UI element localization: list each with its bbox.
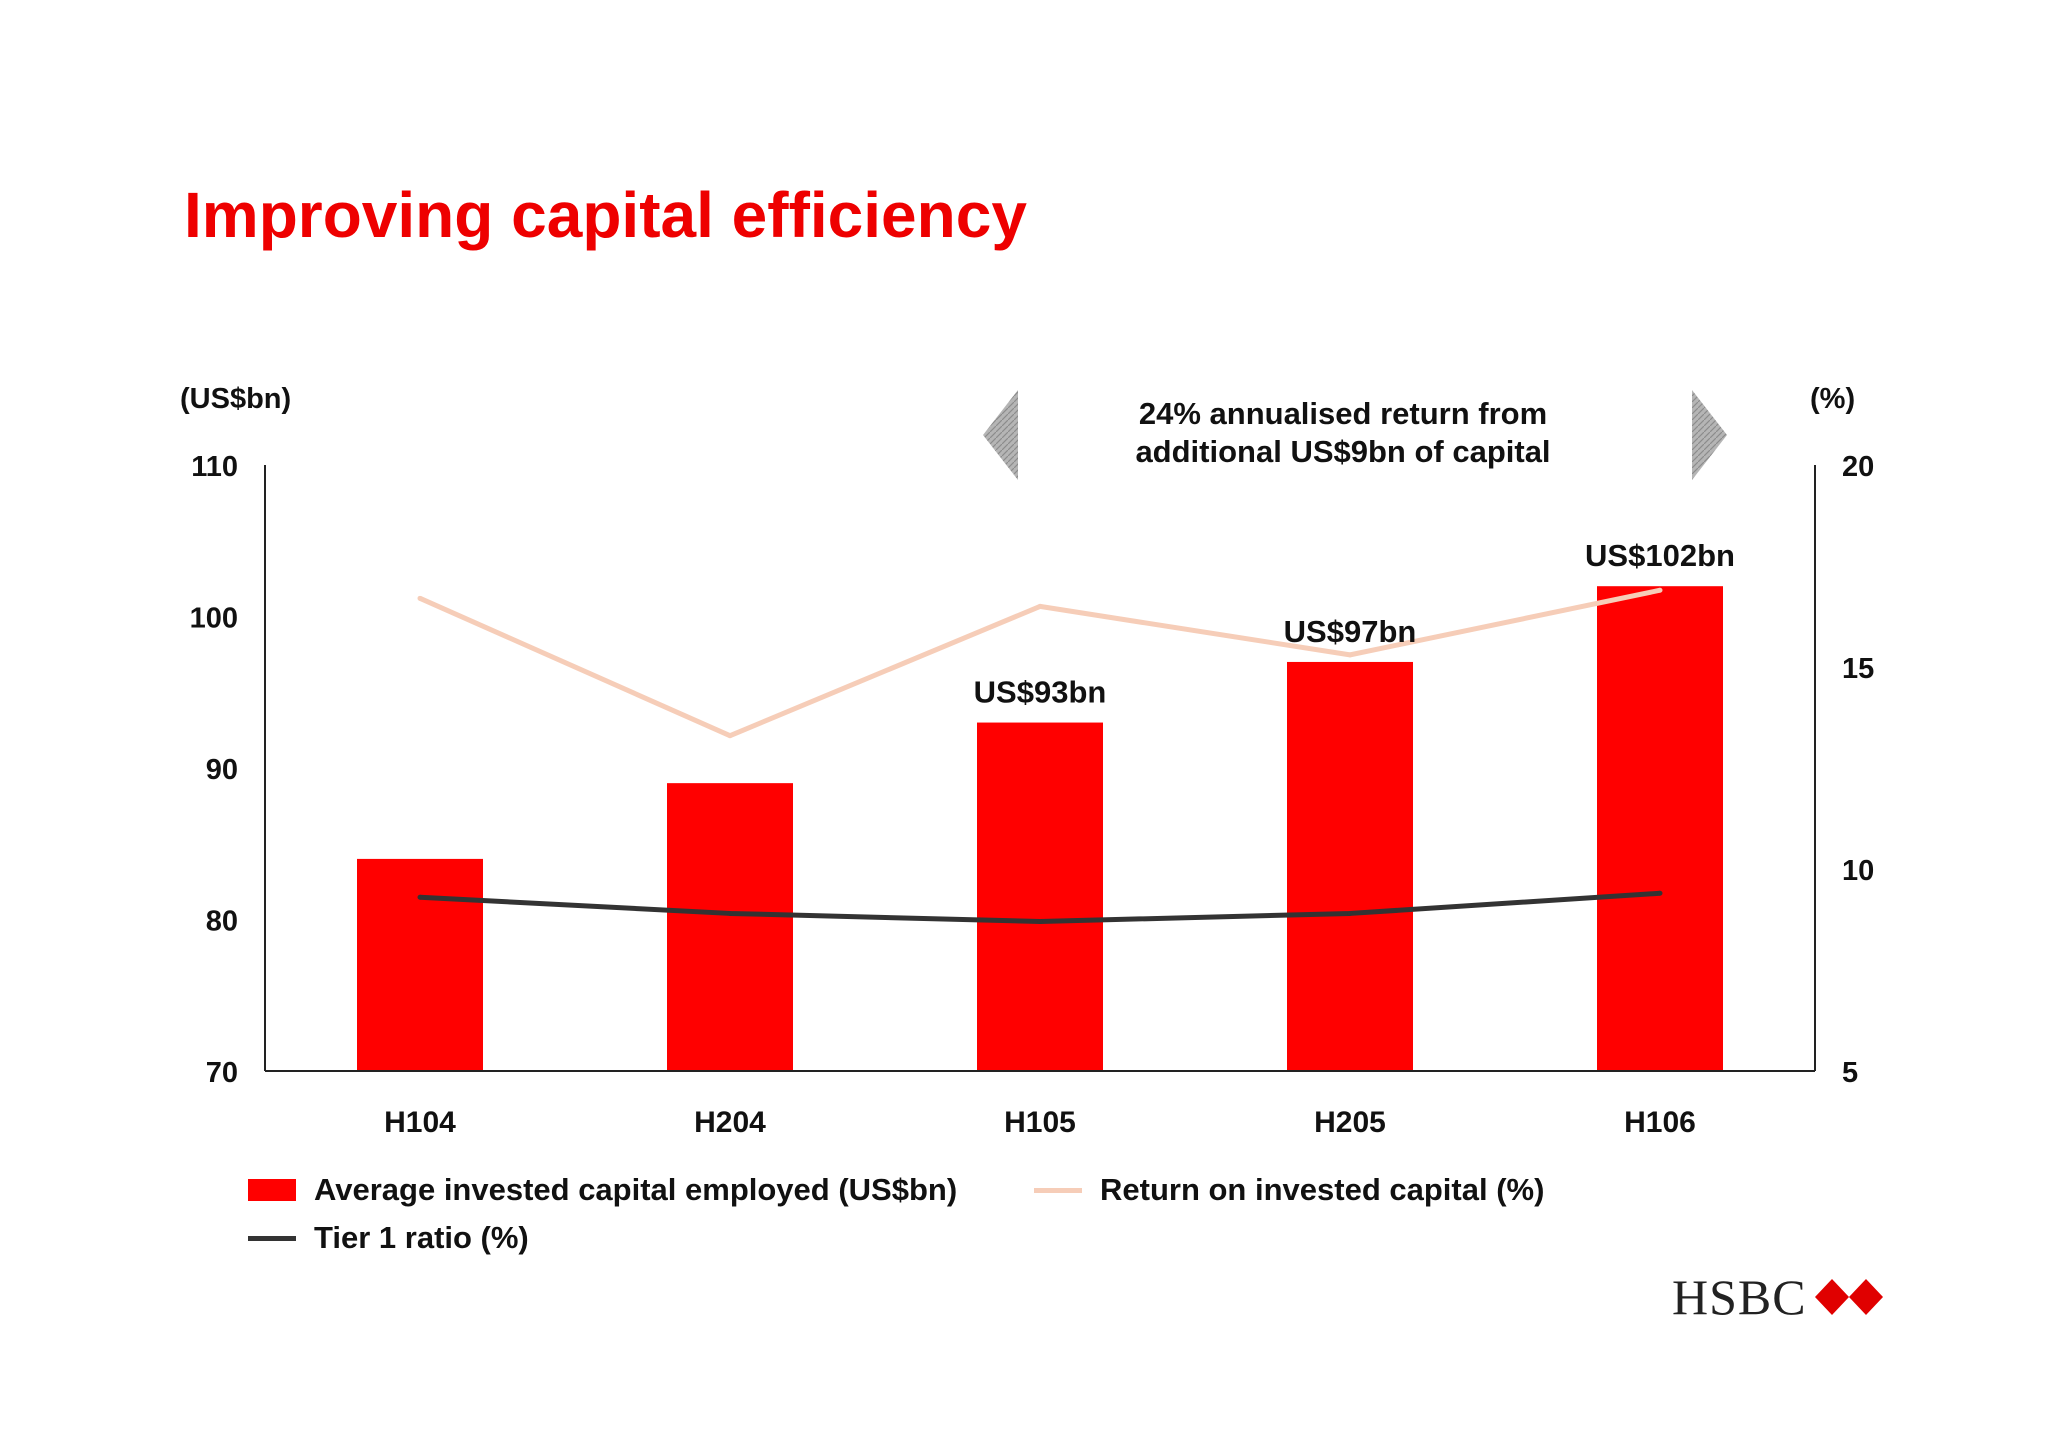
right-tick-10: 10 [1842, 855, 1874, 887]
roic-line [418, 587, 1661, 739]
legend-label-roic: Return on invested capital (%) [1100, 1172, 1545, 1207]
roic-line-point-h105 [1037, 603, 1043, 609]
legend-label-tier1: Tier 1 ratio (%) [314, 1220, 529, 1255]
data-label-h205: US$97bn [1284, 614, 1417, 649]
category-label-h106: H106 [1624, 1106, 1696, 1139]
bar-h105 [977, 722, 1103, 1071]
legend-swatch-bar [248, 1179, 296, 1201]
right-axis-unit: (%) [1810, 383, 1855, 415]
data-label-h105: US$93bn [974, 675, 1107, 710]
left-tick-90: 90 [206, 754, 238, 786]
bar-h205 [1287, 661, 1413, 1071]
category-label-h204: H204 [694, 1106, 766, 1139]
legend-label-capital: Average invested capital employed (US$bn… [314, 1172, 958, 1207]
right-tick-5: 5 [1842, 1057, 1858, 1089]
data-label-h106: US$102bn [1585, 538, 1735, 573]
left-tick-110: 110 [191, 451, 238, 483]
right-tick-20: 20 [1842, 451, 1874, 483]
tier1-line-point-h204 [727, 910, 733, 916]
left-tick-100: 100 [190, 603, 238, 635]
category-label-h104: H104 [384, 1106, 456, 1139]
left-axis-unit: (US$bn) [180, 383, 291, 415]
legend-item-roic: Return on invested capital (%) [1034, 1168, 1544, 1212]
bar-h106 [1597, 586, 1723, 1071]
tier1-line-point-h205 [1347, 910, 1353, 916]
annotation-arrow-left-icon [983, 390, 1018, 480]
page-title: Improving capital efficiency [184, 179, 1027, 251]
bar-h204 [667, 783, 793, 1071]
roic-line-point-h204 [727, 733, 733, 739]
right-tick-15: 15 [1842, 653, 1874, 685]
logo-text: HSBC [1672, 1269, 1807, 1325]
legend-item-tier1: Tier 1 ratio (%) [248, 1216, 529, 1260]
roic-line-point-h205 [1347, 652, 1353, 658]
left-tick-80: 80 [206, 906, 238, 938]
legend-swatch-roic [1034, 1187, 1082, 1193]
legend-item-capital: Average invested capital employed (US$bn… [248, 1168, 957, 1212]
category-label-h205: H205 [1314, 1106, 1386, 1139]
bar-h104 [357, 858, 483, 1071]
left-tick-70: 70 [206, 1057, 238, 1089]
hsbc-logo: HSBC [1672, 1268, 1883, 1326]
roic-line-point-h106 [1657, 587, 1663, 593]
annotation-arrow-right-icon [1692, 390, 1727, 480]
roic-line-point-h104 [417, 595, 423, 601]
tier1-line-point-h105 [1037, 919, 1043, 925]
tier1-line-point-h104 [417, 894, 423, 900]
annotation-line-2: additional US$9bn of capital [1135, 434, 1550, 469]
annotation-line-1: 24% annualised return from [1139, 396, 1547, 431]
tier1-line-point-h106 [1657, 890, 1663, 896]
hsbc-hexagon-icon [1814, 1279, 1883, 1315]
category-label-h105: H105 [1004, 1106, 1076, 1139]
legend-swatch-tier1 [248, 1235, 296, 1241]
